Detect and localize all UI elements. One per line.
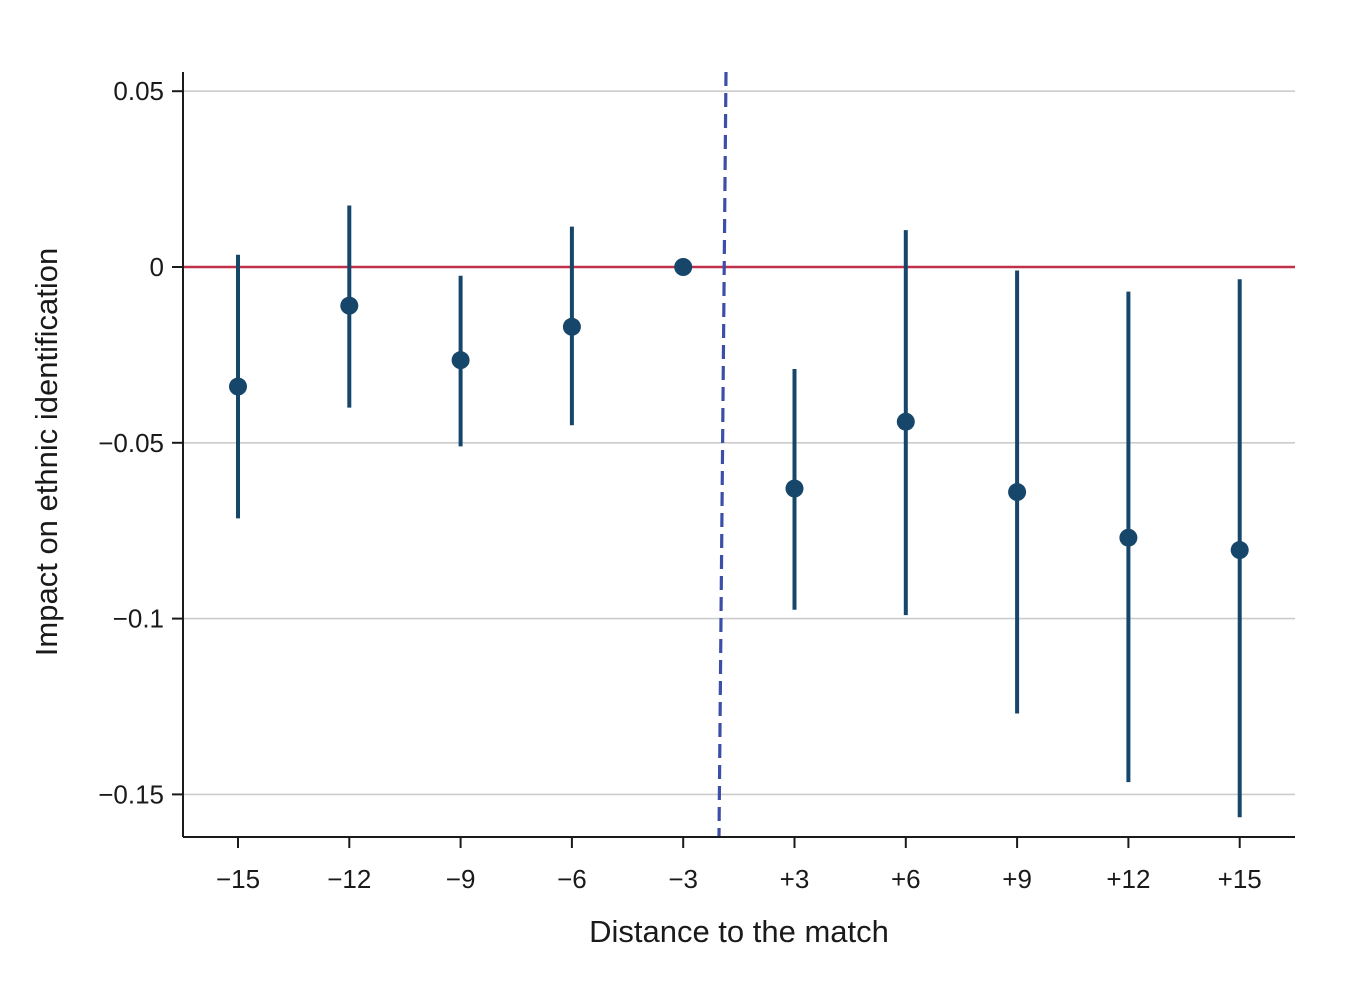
point-estimate-0	[229, 377, 247, 396]
point-estimate-8	[1119, 528, 1138, 547]
point-estimate-5	[785, 479, 804, 498]
data-marks	[229, 205, 1249, 818]
x-tick-label-1: −12	[327, 864, 371, 894]
axes	[172, 72, 1295, 848]
reference-lines	[183, 71, 1295, 838]
x-axis-title: Distance to the match	[589, 914, 889, 949]
point-estimate-7	[1008, 483, 1027, 502]
x-tick-label-0: −15	[216, 864, 260, 894]
point-estimate-3	[562, 317, 581, 336]
tick-labels: 0.05 0 −0.05 −0.1 −0.15 −15 −12 −9 −6 −3 +3 +6 +9 +12…	[98, 76, 1262, 894]
grid-lines	[183, 90, 1295, 796]
x-tick-label-3: −6	[557, 864, 587, 894]
x-tick-label-8: +12	[1106, 864, 1150, 894]
x-tick-label-5: +3	[780, 864, 810, 894]
point-estimate-4	[674, 258, 693, 276]
point-estimate-6	[896, 412, 915, 431]
y-tick-label-1: 0	[150, 252, 164, 282]
y-tick-label-2: −0.05	[98, 428, 164, 458]
x-tick-label-2: −9	[446, 864, 476, 894]
x-tick-label-9: +15	[1218, 864, 1262, 894]
y-tick-label-4: −0.15	[98, 779, 164, 809]
point-estimate-1	[340, 296, 359, 315]
match-event-line	[717, 71, 728, 838]
point-estimate-2	[451, 351, 470, 370]
y-axis-title: Impact on ethnic identification	[29, 248, 64, 656]
x-tick-label-7: +9	[1002, 864, 1032, 894]
y-tick-label-3: −0.1	[113, 604, 164, 634]
y-tick-label-0: 0.05	[113, 76, 164, 106]
x-tick-label-6: +6	[891, 864, 921, 894]
point-estimate-9	[1230, 541, 1249, 560]
x-tick-label-4: −3	[668, 864, 698, 894]
